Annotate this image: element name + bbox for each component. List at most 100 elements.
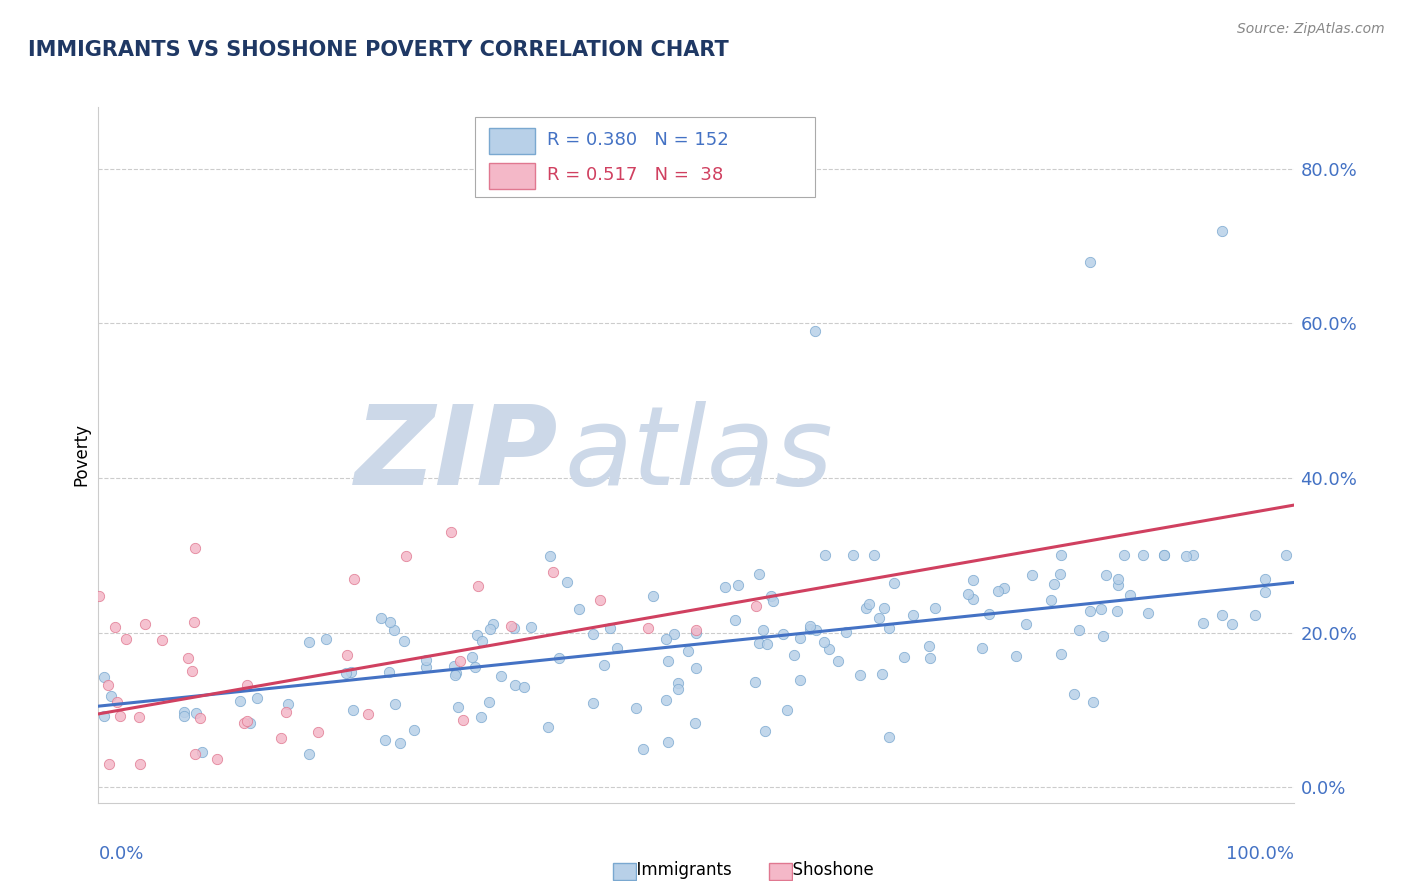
Point	[799, 622, 821, 636]
Point	[1081, 695, 1104, 709]
Point	[666, 676, 689, 690]
Point	[813, 549, 835, 563]
Point	[246, 691, 269, 706]
Point	[748, 566, 770, 581]
Point	[415, 653, 437, 667]
Point	[520, 620, 543, 634]
Point	[1090, 601, 1112, 615]
Point	[464, 659, 486, 673]
Point	[1021, 567, 1043, 582]
Point	[624, 700, 647, 714]
Point	[548, 651, 571, 665]
Point	[541, 565, 564, 579]
Point	[1049, 566, 1071, 581]
Point	[1174, 549, 1197, 563]
Point	[855, 601, 877, 615]
Point	[676, 644, 699, 658]
Point	[1067, 624, 1090, 638]
Point	[98, 757, 121, 772]
Point	[599, 621, 621, 635]
Point	[893, 650, 915, 665]
Point	[1153, 549, 1175, 563]
Point	[489, 669, 512, 683]
Point	[1050, 549, 1073, 563]
Point	[482, 616, 505, 631]
Point	[683, 715, 706, 730]
Point	[307, 724, 329, 739]
Point	[1107, 578, 1129, 592]
Point	[184, 541, 207, 555]
Point	[962, 573, 984, 587]
Bar	[489, 128, 534, 154]
Point	[1275, 549, 1298, 563]
Point	[336, 648, 359, 662]
Point	[582, 627, 605, 641]
Text: R = 0.517   N =  38: R = 0.517 N = 38	[547, 166, 723, 185]
Point	[775, 703, 797, 717]
Point	[446, 665, 468, 680]
Point	[100, 689, 122, 703]
Point	[378, 665, 401, 679]
Point	[748, 636, 770, 650]
Point	[389, 736, 412, 750]
Point	[756, 637, 779, 651]
Point	[783, 648, 806, 662]
Point	[451, 713, 474, 727]
Point	[970, 640, 993, 655]
Point	[97, 678, 120, 692]
Point	[979, 607, 1001, 622]
Point	[655, 632, 678, 646]
Point	[827, 654, 849, 668]
Text: 0.0%: 0.0%	[98, 845, 143, 863]
Point	[339, 665, 361, 680]
Point	[184, 706, 207, 720]
Point	[415, 660, 437, 674]
Point	[685, 661, 707, 675]
Point	[470, 709, 492, 723]
Point	[772, 627, 794, 641]
Point	[744, 675, 766, 690]
Point	[343, 572, 366, 586]
Point	[1043, 577, 1066, 591]
Point	[1254, 572, 1277, 586]
Point	[370, 611, 392, 625]
Text: IMMIGRANTS VS SHOSHONE POVERTY CORRELATION CHART: IMMIGRANTS VS SHOSHONE POVERTY CORRELATI…	[28, 40, 728, 60]
Point	[335, 665, 357, 680]
Point	[384, 698, 406, 712]
Point	[188, 711, 211, 725]
Point	[1112, 549, 1135, 563]
Point	[1095, 568, 1118, 582]
Point	[384, 623, 406, 637]
Point	[1063, 687, 1085, 701]
Point	[173, 705, 195, 719]
Point	[813, 635, 835, 649]
Point	[834, 624, 856, 639]
Point	[901, 608, 924, 623]
Point	[1211, 224, 1233, 238]
Point	[104, 620, 127, 634]
Point	[879, 731, 901, 745]
Point	[402, 723, 425, 737]
Text: ZIP: ZIP	[356, 401, 558, 508]
Point	[1050, 647, 1073, 661]
Point	[592, 657, 614, 672]
Point	[657, 735, 679, 749]
Point	[537, 720, 560, 734]
Y-axis label: Poverty: Poverty	[72, 424, 90, 486]
Point	[873, 600, 896, 615]
Point	[762, 594, 785, 608]
Point	[513, 680, 536, 694]
Point	[236, 678, 259, 692]
FancyBboxPatch shape	[475, 118, 815, 197]
Point	[342, 703, 364, 717]
Point	[183, 615, 205, 629]
Point	[380, 615, 402, 629]
Point	[924, 600, 946, 615]
Point	[727, 577, 749, 591]
Point	[239, 716, 262, 731]
Point	[392, 634, 415, 648]
Point	[606, 641, 628, 656]
Point	[93, 670, 115, 684]
Point	[444, 668, 467, 682]
Point	[274, 705, 297, 719]
